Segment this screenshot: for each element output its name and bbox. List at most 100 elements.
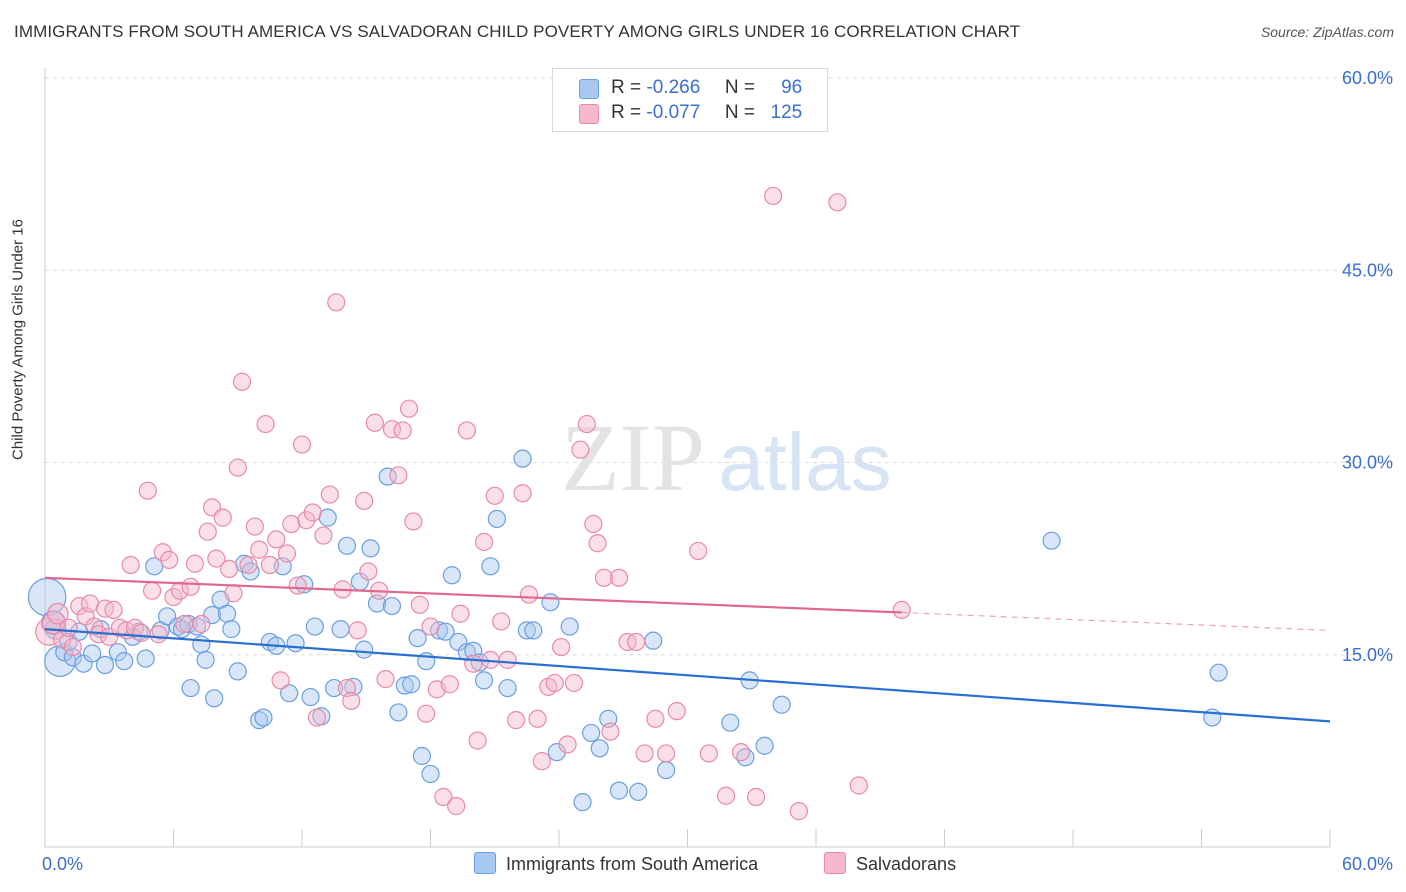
data-point bbox=[440, 675, 459, 694]
data-point bbox=[132, 623, 151, 643]
data-point bbox=[337, 536, 357, 555]
data-point bbox=[772, 695, 791, 714]
data-point bbox=[327, 293, 346, 312]
data-point bbox=[552, 637, 571, 657]
data-point bbox=[305, 617, 324, 636]
data-point bbox=[395, 676, 414, 695]
y-tick-label: 30.0% bbox=[1342, 453, 1393, 473]
legend-label-salvadorans: Salvadorans bbox=[856, 854, 957, 874]
data-point bbox=[198, 522, 217, 541]
data-point bbox=[325, 678, 344, 698]
data-point bbox=[149, 625, 168, 644]
data-point bbox=[849, 776, 868, 795]
data-point bbox=[532, 752, 551, 771]
data-point bbox=[228, 458, 247, 477]
r-value: -0.266 bbox=[646, 77, 701, 98]
data-point bbox=[307, 708, 327, 727]
data-point bbox=[121, 555, 140, 575]
data-point bbox=[250, 540, 269, 559]
data-point bbox=[170, 581, 190, 600]
trend-line bbox=[44, 576, 902, 614]
data-point bbox=[644, 631, 663, 650]
y-tick-label: 15.0% bbox=[1342, 645, 1393, 665]
data-point bbox=[635, 744, 654, 763]
data-point bbox=[59, 618, 78, 637]
data-point bbox=[560, 617, 579, 636]
legend-item-immigrants: Immigrants from South America bbox=[474, 852, 758, 875]
data-point bbox=[342, 691, 361, 710]
r-label: R = bbox=[611, 102, 642, 123]
data-point bbox=[588, 534, 607, 553]
data-point bbox=[136, 649, 155, 668]
data-point bbox=[541, 593, 560, 612]
data-point bbox=[524, 621, 543, 640]
series-salvadorans-points bbox=[35, 186, 911, 821]
data-point bbox=[104, 600, 123, 619]
data-point bbox=[47, 602, 69, 625]
data-point bbox=[138, 481, 157, 500]
watermark: ZIP atlas bbox=[561, 404, 892, 511]
data-point bbox=[498, 678, 517, 698]
data-point bbox=[513, 449, 532, 468]
data-point bbox=[402, 675, 421, 694]
data-point bbox=[220, 559, 239, 578]
data-point bbox=[755, 736, 774, 755]
data-point bbox=[485, 486, 504, 505]
data-point bbox=[721, 713, 740, 732]
n-value: 125 bbox=[770, 102, 803, 123]
data-point bbox=[63, 648, 82, 667]
data-point bbox=[571, 440, 590, 459]
data-point bbox=[205, 689, 224, 708]
data-point bbox=[286, 634, 305, 653]
data-point bbox=[196, 650, 215, 669]
stats-legend: R = -0.266 N = 96 R = -0.077 N = 125 bbox=[552, 68, 828, 132]
data-point bbox=[498, 650, 517, 669]
r-value: -0.077 bbox=[646, 102, 701, 123]
data-point bbox=[359, 562, 378, 581]
data-point bbox=[573, 793, 592, 812]
data-point bbox=[355, 491, 374, 511]
data-point bbox=[412, 746, 432, 766]
tick-labels: 15.0% 30.0% 45.0% 60.0% 0.0% 60.0% bbox=[42, 68, 1393, 874]
data-point bbox=[1209, 663, 1228, 682]
data-point bbox=[70, 596, 89, 616]
data-point bbox=[429, 621, 449, 640]
y-tick-label: 45.0% bbox=[1342, 260, 1393, 280]
swatch-immigrants bbox=[579, 79, 599, 99]
data-point bbox=[228, 662, 247, 681]
data-point bbox=[689, 541, 708, 561]
data-point bbox=[582, 723, 601, 743]
data-point bbox=[399, 399, 419, 418]
data-point bbox=[389, 466, 408, 485]
data-point bbox=[331, 620, 350, 639]
data-point bbox=[376, 670, 395, 689]
data-point bbox=[609, 568, 629, 587]
y-axis-label: Child Poverty Among Girls Under 16 bbox=[9, 219, 27, 460]
data-point bbox=[417, 704, 436, 723]
data-point bbox=[192, 614, 211, 634]
data-point bbox=[528, 709, 547, 728]
data-point bbox=[256, 414, 275, 434]
n-value: 96 bbox=[781, 77, 803, 98]
data-point bbox=[1042, 531, 1061, 550]
data-point bbox=[451, 604, 470, 623]
data-point bbox=[63, 637, 82, 657]
legend-label-immigrants: Immigrants from South America bbox=[506, 854, 759, 874]
data-point bbox=[145, 557, 164, 576]
data-point bbox=[348, 621, 367, 640]
watermark-atlas: atlas bbox=[718, 417, 891, 508]
data-point bbox=[434, 787, 453, 807]
data-point bbox=[517, 621, 536, 640]
data-point bbox=[442, 566, 462, 585]
data-point bbox=[344, 677, 363, 696]
data-point bbox=[239, 555, 258, 575]
legend-swatch-immigrants bbox=[474, 852, 496, 874]
data-point bbox=[564, 673, 584, 693]
data-point bbox=[108, 643, 127, 662]
data-point bbox=[764, 186, 783, 206]
axes bbox=[44, 68, 1331, 848]
data-point bbox=[584, 514, 603, 534]
data-point bbox=[292, 435, 312, 454]
data-point bbox=[487, 509, 506, 528]
data-point bbox=[470, 653, 489, 672]
